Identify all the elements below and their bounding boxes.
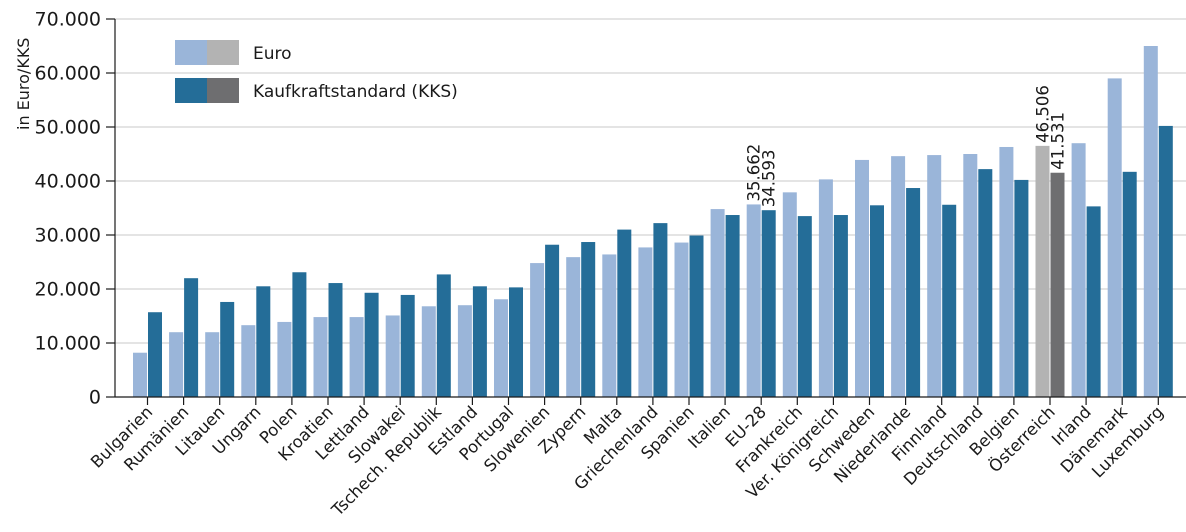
bar [710,209,725,397]
bar [1071,143,1086,397]
data-label: 35.662 [745,144,764,202]
data-label: 34.593 [760,149,779,207]
y-tick-label: 60.000 [35,63,101,85]
bar [566,257,581,397]
bar [421,306,436,397]
bar [725,215,740,397]
bar [530,263,545,397]
bar [602,254,617,397]
bar [472,286,487,397]
bar [133,352,147,397]
legend-label: Kaufkraftstandard (KKS) [253,82,458,102]
bar [855,159,869,397]
bar [436,274,451,397]
bar [1086,206,1101,397]
bar [1014,179,1029,397]
bar [761,210,776,397]
bars [133,46,1173,398]
y-tick-label: 10.000 [35,333,101,355]
axes [106,18,1186,405]
bar [205,332,220,397]
bar [797,216,812,397]
legend-label: Euro [253,44,292,64]
bar [891,156,906,397]
bar [1158,125,1173,398]
bar [653,223,668,397]
data-label: 46.506 [1034,85,1053,143]
bar [277,321,292,397]
bar [545,244,560,397]
y-tick-label: 40.000 [35,171,101,193]
y-tick-label: 30.000 [35,225,101,247]
bar [1143,46,1158,397]
bar [1107,78,1122,398]
bar [833,215,848,397]
bar [638,247,653,397]
bar [256,286,271,397]
bar [400,294,415,397]
bar [364,292,379,397]
legend-swatch [175,40,207,65]
bar [674,242,689,397]
category-labels: BulgarienRumänienLitauenUngarnPolenKroat… [87,402,1167,520]
bar [220,301,235,397]
y-tick-label: 70.000 [35,9,101,31]
y-tick-label: 50.000 [35,117,101,139]
bar [818,179,833,397]
legend-swatch-highlight [207,40,239,65]
bar [942,204,957,397]
bar [870,205,884,397]
bar [617,229,632,397]
y-tick-label: 0 [89,387,101,409]
bar [313,317,328,397]
bar [1122,171,1137,397]
bar [927,155,942,397]
legend-swatch [175,78,207,103]
bar [148,312,162,397]
bar [1050,172,1065,397]
tick-labels: 0 10.000 20.000 30.000 40.000 50.000 60.000 70.… [35,9,101,409]
bar [1035,145,1050,397]
bar [999,146,1014,397]
y-tick-label: 20.000 [35,279,101,301]
bar [169,332,184,397]
legend: Euro Kaufkraftstandard (KKS) [175,40,458,103]
bar [457,305,472,397]
bar [241,325,256,397]
bar [746,204,761,397]
legend-swatch-highlight [207,78,239,103]
bar [581,242,596,397]
bar [906,188,921,397]
bar [494,299,508,397]
bar [349,317,364,397]
bar [328,283,343,397]
y-axis-title: in Euro/KKS [14,38,33,130]
bar [385,315,400,397]
bar [978,169,993,397]
bar [782,192,797,397]
bar [292,272,307,397]
data-label: 41.531 [1049,112,1068,170]
bar [184,278,199,397]
bar [689,235,704,397]
bar [509,287,523,397]
bar [963,154,978,397]
